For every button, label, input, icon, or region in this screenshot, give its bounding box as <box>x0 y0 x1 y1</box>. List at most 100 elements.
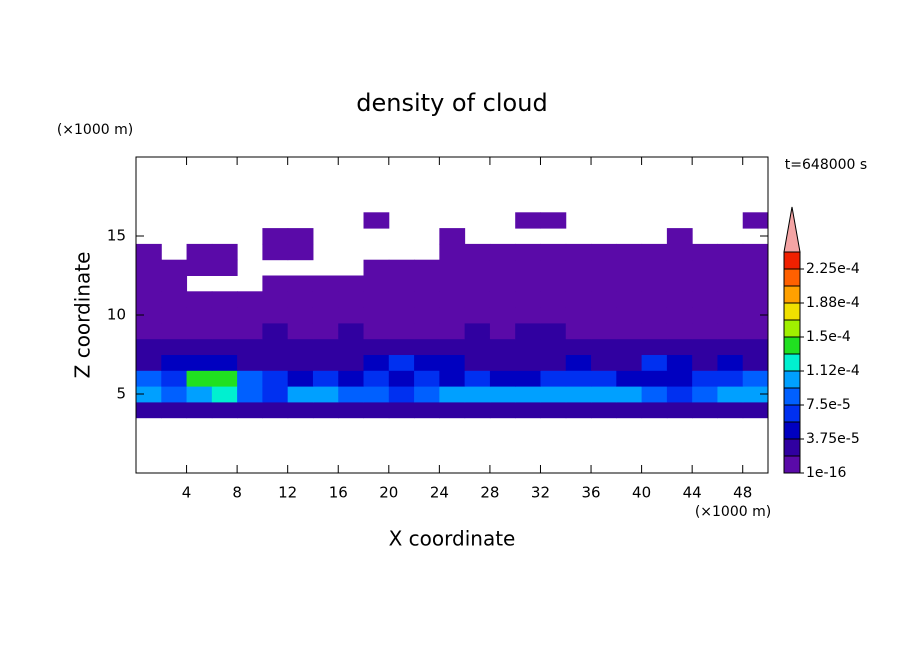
contour-cell <box>717 259 744 276</box>
contour-cell <box>489 243 516 261</box>
colorbar-label: 1e-16 <box>806 465 846 481</box>
contour-cell <box>666 243 693 261</box>
contour-cell <box>540 354 567 371</box>
contour-cell <box>591 322 617 340</box>
x-tick-label: 40 <box>632 484 651 502</box>
colorbar-swatch <box>783 421 801 440</box>
contour-cell <box>363 354 390 371</box>
contour-cell <box>388 275 415 292</box>
contour-cell <box>186 338 213 355</box>
colorbar-label: 2.25e-4 <box>806 261 860 277</box>
contour-cell <box>363 322 390 340</box>
contour-cell <box>591 370 617 387</box>
contour-cell <box>237 307 263 324</box>
contour-cell <box>616 275 643 292</box>
x-tick-label: 20 <box>379 484 398 502</box>
contour-cell <box>641 322 668 340</box>
contour-cell <box>742 338 769 355</box>
contour-cell <box>439 259 466 276</box>
contour-cell <box>388 322 415 340</box>
contour-cell <box>186 291 213 308</box>
contour-cell <box>186 259 213 276</box>
contour-cell <box>565 401 592 419</box>
contour-cell <box>312 322 339 340</box>
contour-cell <box>211 243 238 261</box>
contour-cell <box>211 307 238 324</box>
contour-cell <box>338 354 365 371</box>
x-tick-label: 48 <box>733 484 752 502</box>
contour-cell <box>363 275 390 292</box>
contour-cell <box>312 338 339 355</box>
contour-cell <box>616 338 643 355</box>
contour-cell <box>363 212 390 229</box>
contour-cell <box>287 291 314 308</box>
contour-cell <box>565 243 592 261</box>
chart-title: density of cloud <box>356 89 547 117</box>
x-tick-label: 8 <box>232 484 242 502</box>
contour-cell <box>186 401 213 419</box>
contour-cell <box>692 307 718 324</box>
contour-cell <box>515 354 541 371</box>
contour-cell <box>161 386 188 403</box>
contour-cell <box>287 386 314 403</box>
contour-cell <box>565 291 592 308</box>
contour-cell <box>616 370 643 387</box>
contour-cell <box>237 370 263 387</box>
contour-cell <box>591 259 617 276</box>
contour-cell <box>666 370 693 387</box>
contour-cell <box>489 338 516 355</box>
contour-cell <box>136 322 162 340</box>
contour-cell <box>262 386 289 403</box>
colorbar-swatch <box>783 353 801 372</box>
contour-cell <box>666 275 693 292</box>
contour-cell <box>641 243 668 261</box>
contour-cell <box>186 243 213 261</box>
contour-cell <box>211 322 238 340</box>
contour-cell <box>363 338 390 355</box>
contour-cell <box>161 401 188 419</box>
contour-cell <box>565 354 592 371</box>
contour-cell <box>666 338 693 355</box>
x-tick-label: 44 <box>683 484 702 502</box>
contour-cell <box>237 322 263 340</box>
contour-cell <box>489 386 516 403</box>
contour-cell <box>237 386 263 403</box>
contour-cell <box>312 307 339 324</box>
contour-cell <box>136 354 162 371</box>
contour-cell <box>616 401 643 419</box>
contour-cell <box>540 212 567 229</box>
contour-cell <box>742 401 769 419</box>
contour-cell <box>136 291 162 308</box>
contour-cell <box>742 291 769 308</box>
y-axis-label: Z coordinate <box>71 252 95 379</box>
contour-cell <box>161 338 188 355</box>
contour-cell <box>641 401 668 419</box>
contour-cell <box>312 354 339 371</box>
contour-cell <box>439 386 466 403</box>
contour-cell <box>742 386 769 403</box>
contour-cell <box>591 338 617 355</box>
contour-cell <box>237 338 263 355</box>
contour-cell <box>464 259 491 276</box>
contour-cell <box>414 322 440 340</box>
contour-cell <box>666 259 693 276</box>
colorbar-swatch <box>783 370 801 389</box>
contour-cell <box>136 259 162 276</box>
contour-cell <box>414 386 440 403</box>
contour-cell <box>338 338 365 355</box>
contour-cell <box>287 401 314 419</box>
contour-cell <box>186 386 213 403</box>
contour-cell <box>540 275 567 292</box>
contour-cell <box>565 322 592 340</box>
contour-cell <box>414 291 440 308</box>
contour-cell <box>616 322 643 340</box>
contour-cell <box>591 291 617 308</box>
contour-cell <box>312 370 339 387</box>
contour-cell <box>717 322 744 340</box>
contour-cell <box>338 370 365 387</box>
colorbar-extension <box>783 206 801 253</box>
contour-cell <box>338 307 365 324</box>
contour-cell <box>161 370 188 387</box>
contour-cell <box>262 322 289 340</box>
contour-cell <box>489 322 516 340</box>
